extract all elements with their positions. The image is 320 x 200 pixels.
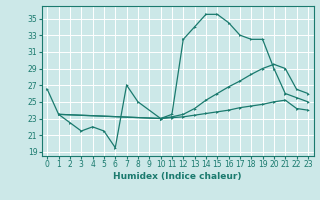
X-axis label: Humidex (Indice chaleur): Humidex (Indice chaleur) bbox=[113, 172, 242, 181]
